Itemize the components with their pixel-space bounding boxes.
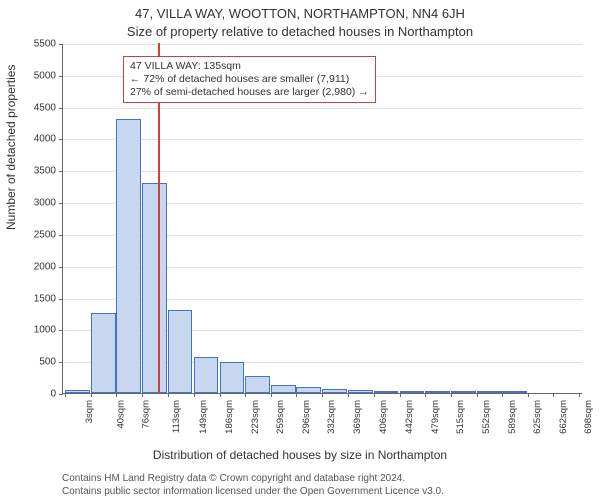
- histogram-bar: [400, 391, 425, 393]
- histogram-bar: [425, 391, 450, 393]
- xtick-mark: [168, 393, 169, 397]
- histogram-bar: [502, 391, 527, 393]
- ytick-label: 2500: [0, 229, 56, 240]
- xtick-mark: [142, 393, 143, 397]
- ytick-label: 3500: [0, 166, 56, 177]
- gridline: [63, 44, 582, 45]
- histogram-bar: [65, 390, 90, 393]
- chart-title-line2: Size of property relative to detached ho…: [0, 24, 600, 39]
- histogram-bar: [91, 313, 116, 393]
- ytick-label: 2000: [0, 261, 56, 272]
- ytick-label: 5500: [0, 39, 56, 50]
- xtick-label: 3sqm: [84, 400, 95, 423]
- xtick-label: 589sqm: [507, 400, 518, 434]
- ytick-label: 4000: [0, 134, 56, 145]
- histogram-bar: [477, 391, 502, 393]
- xtick-mark: [271, 393, 272, 397]
- xtick-mark: [374, 393, 375, 397]
- ytick-label: 4500: [0, 102, 56, 113]
- xtick-mark: [553, 393, 554, 397]
- xtick-mark: [477, 393, 478, 397]
- xtick-label: 515sqm: [455, 400, 466, 434]
- histogram-bar: [245, 376, 270, 393]
- xtick-mark: [322, 393, 323, 397]
- histogram-bar: [296, 387, 321, 393]
- xtick-label: 259sqm: [275, 400, 286, 434]
- xtick-label: 76sqm: [141, 400, 152, 429]
- ytick-label: 1000: [0, 325, 56, 336]
- xtick-label: 479sqm: [429, 400, 440, 434]
- histogram-bar: [116, 119, 141, 393]
- ytick-mark: [59, 139, 63, 140]
- histogram-bar: [220, 362, 245, 393]
- xtick-label: 296sqm: [301, 400, 312, 434]
- annotation-line: 27% of semi-detached houses are larger (…: [130, 86, 369, 99]
- xtick-mark: [220, 393, 221, 397]
- footer-line-2: Contains public sector information licen…: [62, 486, 444, 499]
- xtick-mark: [296, 393, 297, 397]
- x-axis-label: Distribution of detached houses by size …: [0, 448, 600, 462]
- histogram-bar: [194, 357, 219, 393]
- xtick-mark: [65, 393, 66, 397]
- ytick-mark: [59, 203, 63, 204]
- annotation-box: 47 VILLA WAY: 135sqm← 72% of detached ho…: [123, 56, 376, 103]
- xtick-mark: [348, 393, 349, 397]
- xtick-mark: [245, 393, 246, 397]
- histogram-bar: [322, 389, 347, 393]
- xtick-label: 149sqm: [198, 400, 209, 434]
- histogram-bar: [168, 310, 193, 393]
- xtick-mark: [502, 393, 503, 397]
- ytick-mark: [59, 235, 63, 236]
- attribution-footer: Contains HM Land Registry data © Crown c…: [62, 473, 444, 498]
- xtick-mark: [116, 393, 117, 397]
- xtick-mark: [194, 393, 195, 397]
- ytick-mark: [59, 267, 63, 268]
- xtick-label: 186sqm: [224, 400, 235, 434]
- ytick-mark: [59, 330, 63, 331]
- xtick-label: 442sqm: [403, 400, 414, 434]
- xtick-mark: [528, 393, 529, 397]
- xtick-label: 113sqm: [171, 400, 182, 433]
- xtick-mark: [425, 393, 426, 397]
- xtick-label: 369sqm: [352, 400, 363, 434]
- xtick-label: 698sqm: [583, 400, 594, 434]
- xtick-label: 223sqm: [250, 400, 261, 434]
- xtick-label: 552sqm: [481, 400, 492, 434]
- ytick-mark: [59, 171, 63, 172]
- annotation-line: ← 72% of detached houses are smaller (7,…: [130, 73, 369, 86]
- xtick-label: 625sqm: [532, 400, 543, 434]
- histogram-bar: [271, 385, 296, 393]
- xtick-label: 662sqm: [558, 400, 569, 434]
- xtick-label: 40sqm: [116, 400, 127, 429]
- ytick-label: 0: [0, 389, 56, 400]
- xtick-label: 406sqm: [378, 400, 389, 434]
- gridline: [63, 108, 582, 109]
- xtick-label: 332sqm: [326, 400, 337, 434]
- ytick-mark: [59, 76, 63, 77]
- ytick-label: 500: [0, 357, 56, 368]
- ytick-mark: [59, 108, 63, 109]
- xtick-mark: [400, 393, 401, 397]
- histogram-bar: [348, 390, 373, 393]
- xtick-mark: [91, 393, 92, 397]
- annotation-line: 47 VILLA WAY: 135sqm: [130, 60, 369, 73]
- ytick-mark: [59, 362, 63, 363]
- footer-line-1: Contains HM Land Registry data © Crown c…: [62, 473, 444, 486]
- histogram-bar: [142, 183, 167, 393]
- xtick-mark: [579, 393, 580, 397]
- ytick-mark: [59, 44, 63, 45]
- ytick-mark: [59, 299, 63, 300]
- chart-title-line1: 47, VILLA WAY, WOOTTON, NORTHAMPTON, NN4…: [0, 6, 600, 21]
- histogram-bar: [374, 391, 399, 393]
- ytick-label: 1500: [0, 293, 56, 304]
- ytick-label: 5000: [0, 70, 56, 81]
- ytick-label: 3000: [0, 198, 56, 209]
- ytick-mark: [59, 394, 63, 395]
- histogram-bar: [451, 391, 476, 393]
- plot-area: 47 VILLA WAY: 135sqm← 72% of detached ho…: [62, 44, 582, 394]
- xtick-mark: [451, 393, 452, 397]
- chart-container: 47, VILLA WAY, WOOTTON, NORTHAMPTON, NN4…: [0, 0, 600, 500]
